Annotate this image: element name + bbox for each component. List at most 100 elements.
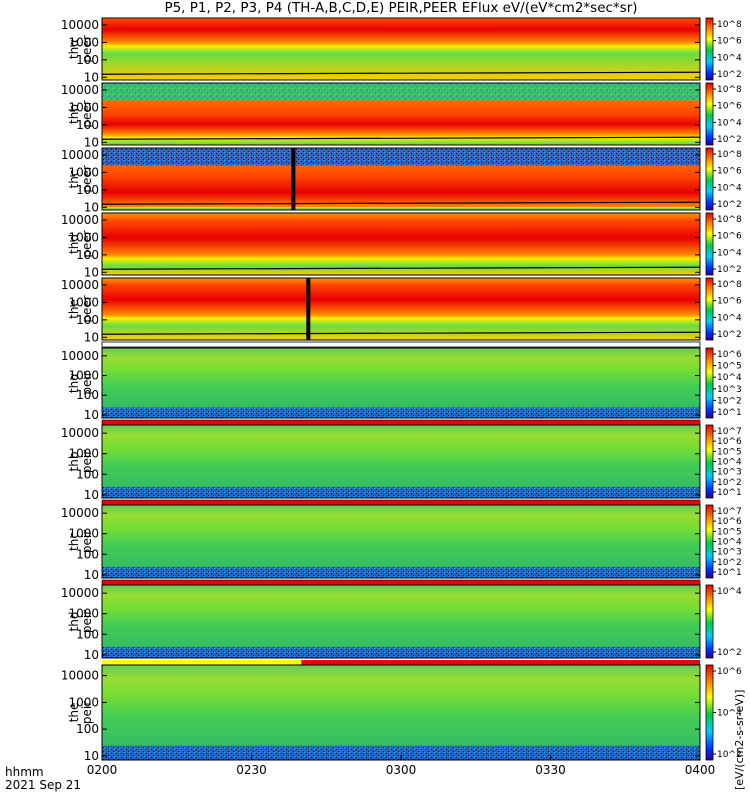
colorbar-tick-label: 10^5 [717, 527, 742, 537]
status-bar-white [101, 341, 701, 348]
y-tick-label: 10 [84, 135, 99, 149]
x-tick-label: 0330 [535, 763, 566, 777]
colorbar-tick-label: 10^1 [717, 408, 742, 418]
colorbar-tick-label: 10^6 [717, 667, 742, 677]
y-tick-label: 100 [76, 547, 99, 561]
colorbar-tick-label: 10^8 [717, 150, 742, 160]
y-tick-label: 100 [76, 467, 99, 481]
panel-label-product: peer [80, 295, 94, 322]
y-tick-label: 1000 [68, 295, 99, 309]
colorbar-tick-label: 10^2 [717, 265, 742, 275]
colorbar-tick-label: 10^8 [717, 215, 742, 225]
colorbar-tick-label: 10^8 [717, 85, 742, 95]
y-tick-label: 10 [84, 749, 99, 763]
panel-label-product: peir [80, 610, 94, 633]
colorbar [705, 504, 714, 579]
colorbar [705, 17, 714, 81]
panel-the-peir: 10 100 1000 10000 the peir 10^6 10^4 10^2 [61, 664, 742, 763]
y-tick-label: 1000 [68, 369, 99, 383]
y-tick-label: 100 [76, 183, 99, 197]
y-tick-label: 1000 [68, 100, 99, 114]
y-tick-label: 10000 [61, 278, 99, 292]
spectrogram-fill [102, 665, 700, 760]
colorbar-tick-label: 10^2 [717, 200, 742, 210]
colorbar-tick-label: 10^4 [717, 183, 742, 193]
colorbar [705, 147, 714, 211]
colorbar-tick-label: 10^6 [717, 297, 742, 307]
colorbar-tick-label: 10^2 [717, 648, 742, 658]
colorbar-tick-label: 10^2 [717, 330, 742, 340]
colorbar-tick-label: 10^6 [717, 437, 742, 447]
status-bar-red [101, 419, 701, 426]
panel-label-probe: the [67, 299, 81, 319]
y-tick-label: 10000 [61, 669, 99, 683]
panel-label-probe: thc [67, 532, 81, 551]
panel-label-product: peer [80, 35, 94, 62]
colorbar-tick-label: 10^6 [717, 350, 742, 360]
noise-region [102, 647, 700, 658]
y-tick-label: 100 [76, 248, 99, 262]
panel-label-product: peir [80, 701, 94, 724]
spectrogram-fill [102, 585, 700, 658]
panel-frame [101, 17, 701, 81]
panel-thc-peer: 10 100 1000 10000 thc peer 10^8 10^6 10^4 10^2 [61, 147, 742, 214]
colorbar-tick-label: 10^4 [717, 709, 742, 719]
status-bar-red [301, 660, 700, 665]
colorbar-tick-label: 10^3 [717, 385, 742, 395]
colorbar [705, 584, 714, 659]
spectrogram-fill [102, 505, 700, 578]
colorbar-tick-label: 10^8 [717, 280, 742, 290]
data-gap [291, 148, 296, 210]
y-tick-label: 10000 [61, 426, 99, 440]
colorbar-tick-label: 10^6 [717, 167, 742, 177]
colorbar-tick-label: 10^8 [717, 20, 742, 30]
y-tick-label: 10 [84, 408, 99, 422]
colorbar-tick-label: 10^3 [717, 468, 742, 478]
spectrogram-fill [102, 425, 700, 498]
colorbar-tick-label: 10^6 [717, 517, 742, 527]
noise-region [102, 83, 700, 101]
y-tick-label: 10000 [61, 213, 99, 227]
panel-frame [101, 504, 701, 579]
colorbar-tick-label: 10^6 [717, 232, 742, 242]
panel-thd-peir: 10 100 1000 10000 thd peir 10^4 10^2 [61, 584, 742, 665]
noise-region [102, 567, 700, 578]
panel-thb-peer: 10 100 1000 10000 thb peer 10^8 10^6 10^4 10^2 [61, 82, 742, 149]
y-tick-label: 100 [76, 388, 99, 402]
colorbar [705, 277, 714, 341]
colorbar-tick-label: 10^5 [717, 362, 742, 372]
y-tick-label: 1000 [68, 527, 99, 541]
panel-frame [101, 424, 701, 499]
status-bar-red [101, 579, 701, 586]
panel-label-product: peir [80, 371, 94, 394]
y-tick-label: 10 [84, 70, 99, 84]
panel-frame [101, 584, 701, 659]
status-bar-red [101, 499, 701, 506]
colorbar-tick-label: 10^4 [717, 587, 742, 597]
colorbar-tick-label: 10^4 [717, 458, 742, 468]
y-tick-label: 10000 [61, 18, 99, 32]
spacecraft-potential-line [101, 266, 701, 270]
spectrogram-fill [102, 278, 700, 340]
panel-thα-peer: 10 100 1000 10000 thα peer 10^8 10^6 10^4 10^2 [61, 17, 742, 84]
panel-frame [101, 212, 701, 276]
colorbar-tick-label: 10^7 [717, 427, 742, 437]
y-tick-label: 10000 [61, 586, 99, 600]
panel-label-probe: thb [67, 452, 81, 472]
panel-frame [101, 147, 701, 211]
colorbar-tick-label: 10^2 [717, 70, 742, 80]
y-tick-label: 1000 [68, 447, 99, 461]
colorbar [705, 82, 714, 146]
spectrogram-fill [102, 348, 700, 418]
colorbar-tick-label: 10^2 [717, 558, 742, 568]
y-tick-label: 100 [76, 53, 99, 67]
y-tick-label: 100 [76, 722, 99, 736]
y-tick-label: 10 [84, 200, 99, 214]
y-tick-label: 1000 [68, 165, 99, 179]
chart-title: P5, P1, P2, P3, P4 (TH-A,B,C,D,E) PEIR,P… [164, 0, 638, 16]
spacecraft-potential-line [101, 201, 701, 205]
colorbar-tick-label: 10^1 [717, 568, 742, 578]
